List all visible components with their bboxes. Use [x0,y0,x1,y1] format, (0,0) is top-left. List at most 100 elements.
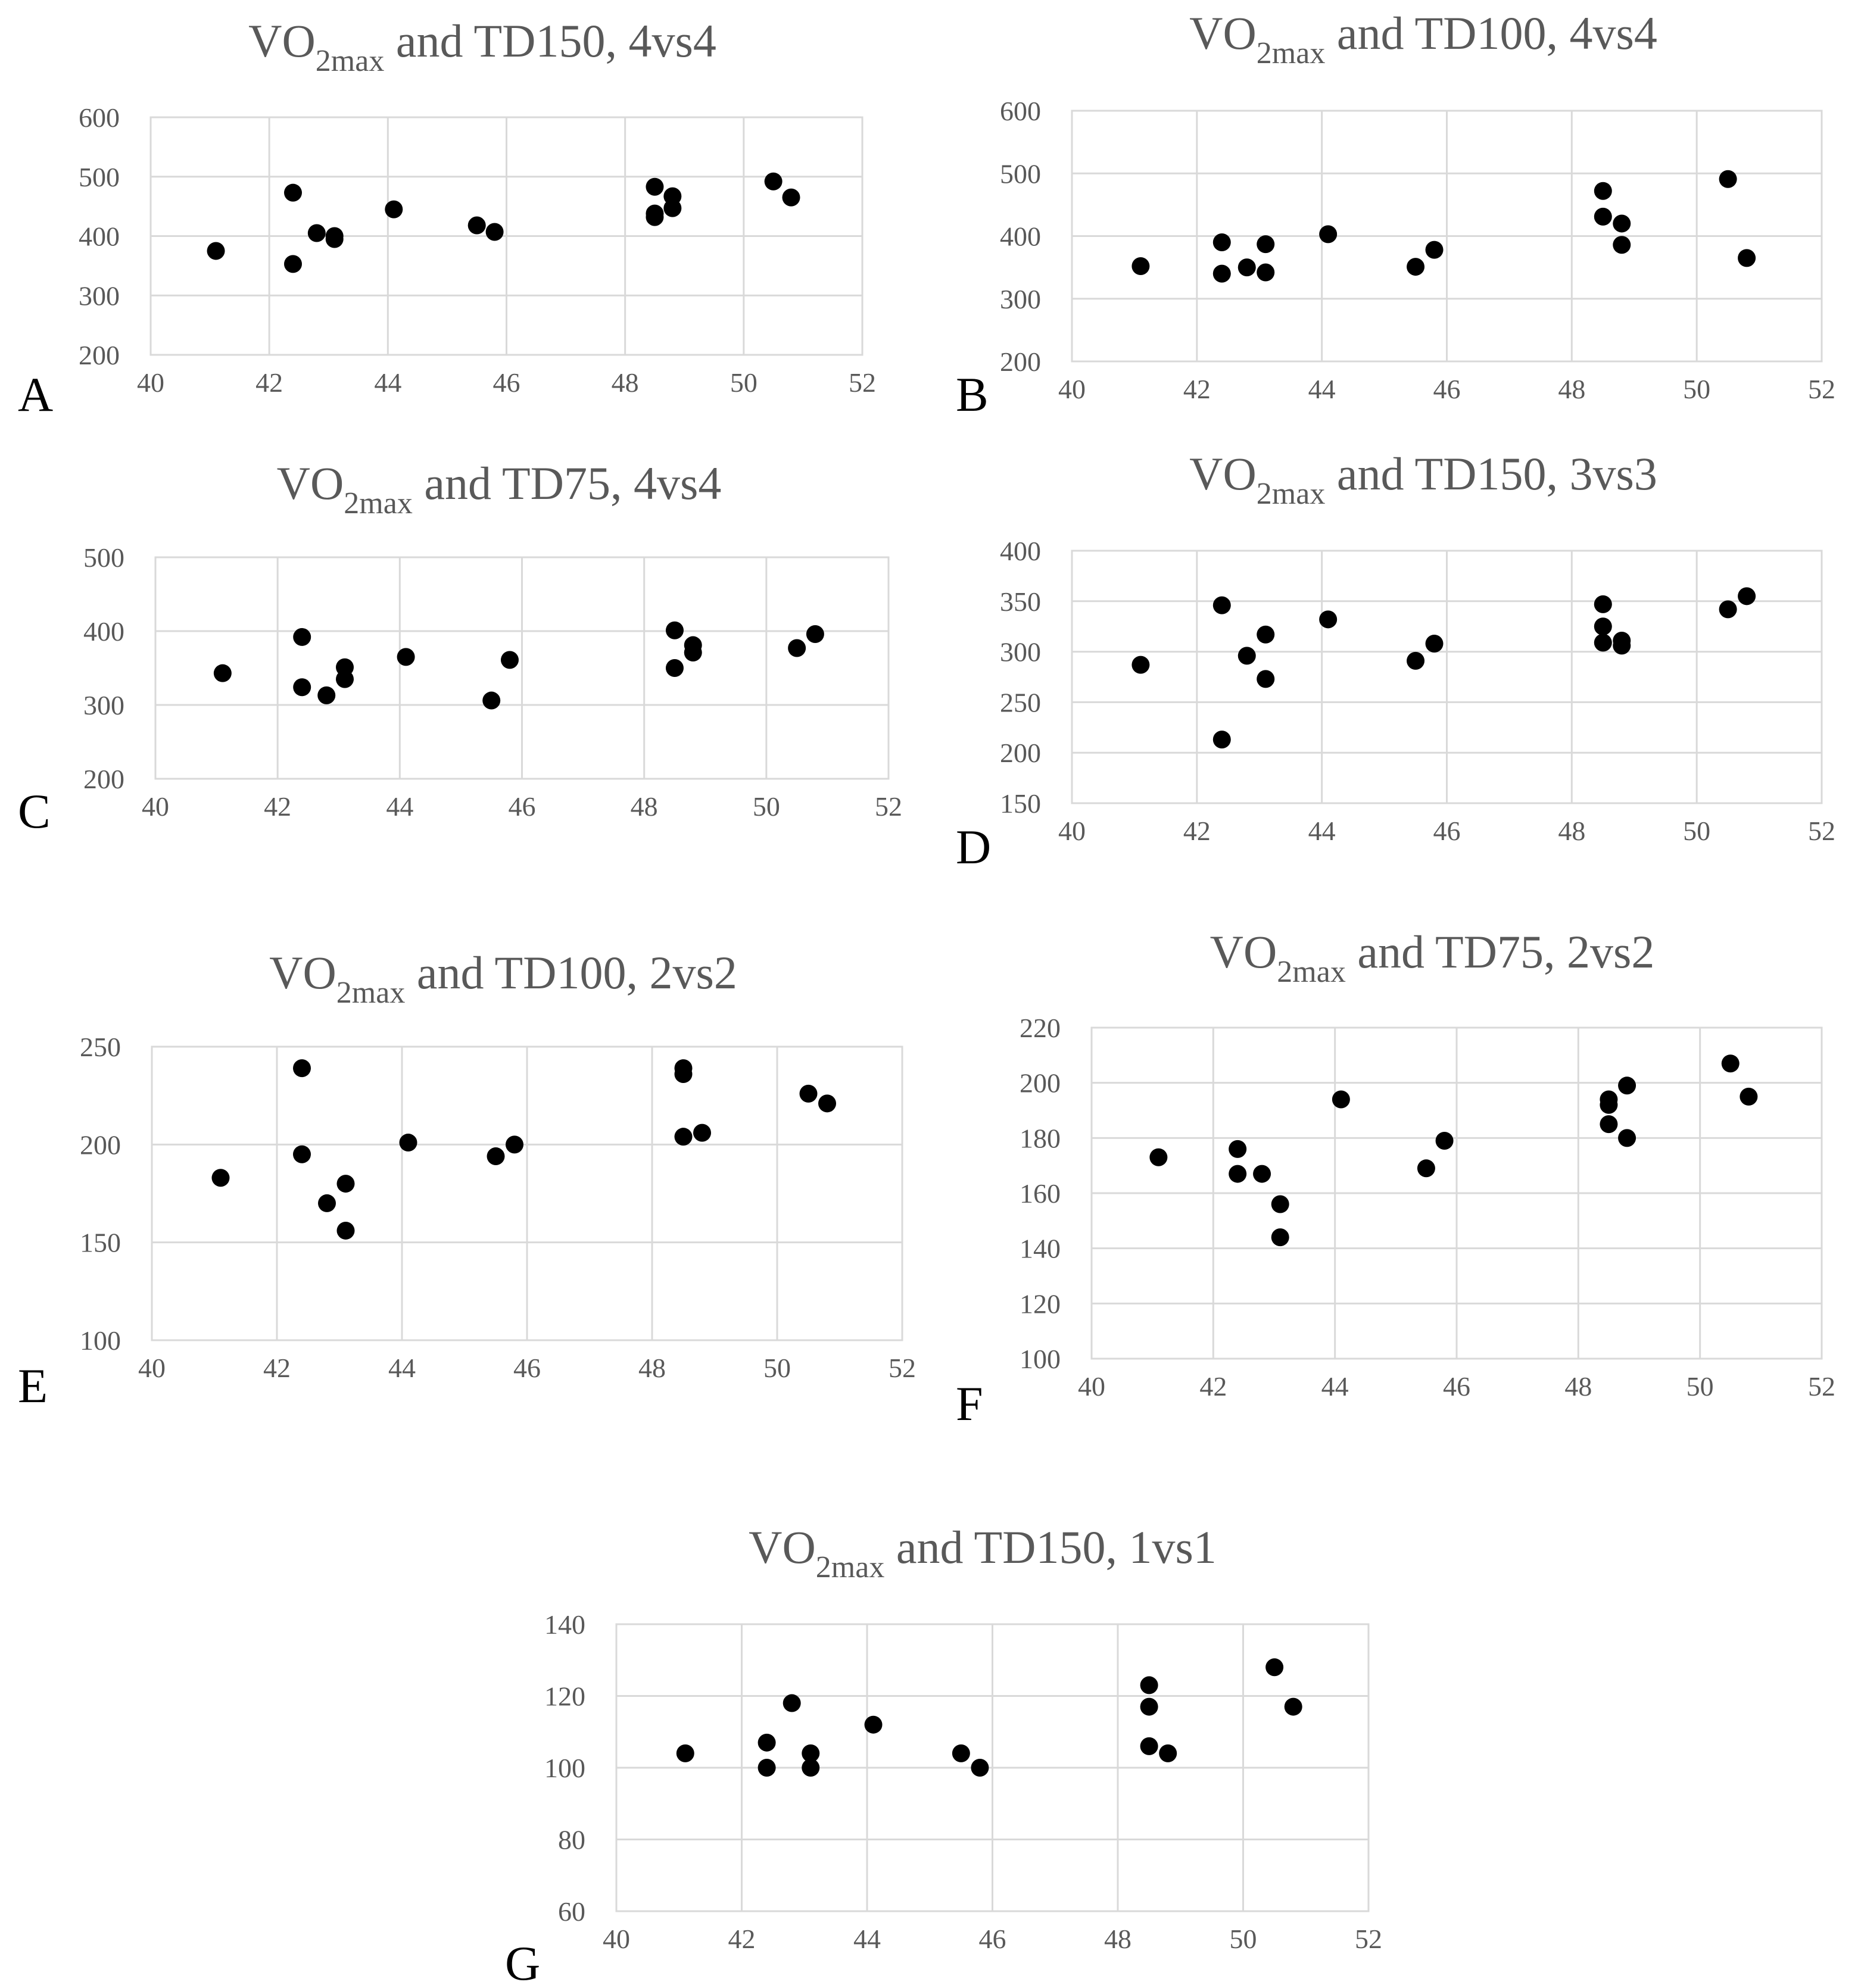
data-point [293,678,311,697]
x-tick-label: 52 [875,791,902,822]
y-tick-label: 150 [1000,788,1041,819]
data-point [1237,647,1256,665]
data-point [500,651,519,669]
y-tick-label: 400 [1000,221,1041,252]
y-tick-label: 220 [1020,1013,1061,1043]
y-tick-label: 600 [1000,96,1041,126]
y-tick-label: 350 [1000,586,1041,617]
chart-panel-e: 100 150 200 250 40 42 44 46 48 50 52 VO2max and TD1… [18,947,916,1413]
y-tick-label: 600 [79,102,120,133]
data-point [482,691,501,710]
data-point [213,664,232,682]
plot-area [149,116,864,356]
data-point [1721,1054,1740,1073]
x-tick-label: 44 [386,791,413,822]
x-tick-label: 52 [1808,1371,1835,1402]
x-tick-label: 42 [264,791,291,822]
x-tick-label: 50 [1683,816,1710,846]
data-point [783,1694,801,1712]
title-subscript: 2max [816,1550,885,1584]
y-tick-label: 180 [1020,1123,1061,1153]
data-point [646,208,664,226]
data-point [1613,214,1631,233]
x-tick-label: 48 [1558,374,1585,404]
y-tick-label: 100 [544,1753,585,1783]
data-point [293,1059,311,1078]
x-tick-label: 44 [1308,816,1336,846]
y-tick-label: 250 [80,1032,121,1062]
data-point [1229,1165,1247,1183]
plot-area [1090,1026,1823,1360]
y-tick-label: 500 [83,542,124,573]
x-tick-label: 40 [1058,816,1086,846]
data-point [1212,264,1231,283]
data-point [1140,1697,1158,1716]
data-point [485,223,504,241]
data-point [1435,1131,1454,1150]
data-point [1257,625,1275,644]
data-point [1594,182,1612,200]
data-point [1257,670,1275,688]
x-tick-label: 46 [493,367,520,398]
data-point [782,188,800,207]
data-point [1319,610,1338,629]
data-point [325,230,344,248]
x-tick-label: 50 [1687,1371,1714,1402]
title-subscript: 2max [316,44,385,78]
y-tick-label: 300 [79,280,120,311]
data-point [674,1128,693,1146]
data-point [1613,636,1631,655]
data-point [1407,651,1425,670]
data-point [758,1733,776,1752]
plot-area [1071,550,1823,804]
data-point [758,1759,776,1777]
x-tick-label: 46 [1433,816,1461,846]
title-rest: and TD150, 1vs1 [884,1521,1217,1573]
panel-letter: C [18,784,51,838]
x-tick-label: 48 [612,367,639,398]
data-point [1594,633,1612,652]
data-point [802,1759,820,1777]
x-tick-label: 42 [1183,816,1211,846]
chart-panel-d: 150 200 250 300 350 400 40 42 44 46 48 50 52 VO2max a… [956,448,1835,874]
x-tick-label: 40 [603,1924,630,1954]
x-tick-label: 50 [763,1353,791,1383]
y-tick-label: 200 [83,764,124,794]
data-point [1212,233,1231,252]
data-point [1719,600,1737,619]
data-point [1594,595,1612,613]
y-tick-label: 100 [80,1325,121,1356]
plot-area [615,1623,1370,1912]
data-point [1257,235,1275,254]
panel-letter: A [18,367,53,422]
data-point [1212,596,1231,614]
x-tick-label: 48 [1564,1371,1592,1402]
data-point [318,1194,336,1212]
data-point [317,686,336,704]
x-tick-label: 46 [1433,374,1461,404]
data-point [336,670,354,688]
data-point [1271,1228,1289,1247]
title-subscript: 2max [1277,955,1346,989]
x-tick-label: 40 [1078,1371,1105,1402]
x-tick-label: 46 [979,1924,1006,1954]
data-point [1738,587,1756,606]
title-main: VO [1189,448,1257,500]
x-tick-label: 42 [255,367,283,398]
plot-area [1071,110,1823,363]
chart-title: VO2max and TD75, 4vs4 [277,457,722,520]
x-tick-label: 52 [1355,1924,1382,1954]
chart-panel-g: 60 80 100 120 140 40 42 44 46 48 50 52 VO2max and TD… [505,1521,1382,1988]
y-tick-label: 500 [79,162,120,192]
x-tick-label: 52 [849,367,876,398]
data-point [1613,236,1631,254]
chart-title: VO2max and TD75, 2vs2 [1210,926,1655,989]
x-tick-label: 52 [889,1353,916,1383]
y-tick-label: 300 [83,690,124,720]
x-tick-label: 52 [1808,816,1835,846]
x-tick-label: 44 [374,367,401,398]
y-tick-label: 80 [558,1825,585,1855]
data-point [1257,263,1275,282]
title-main: VO [1189,7,1257,59]
data-point [1149,1148,1168,1166]
